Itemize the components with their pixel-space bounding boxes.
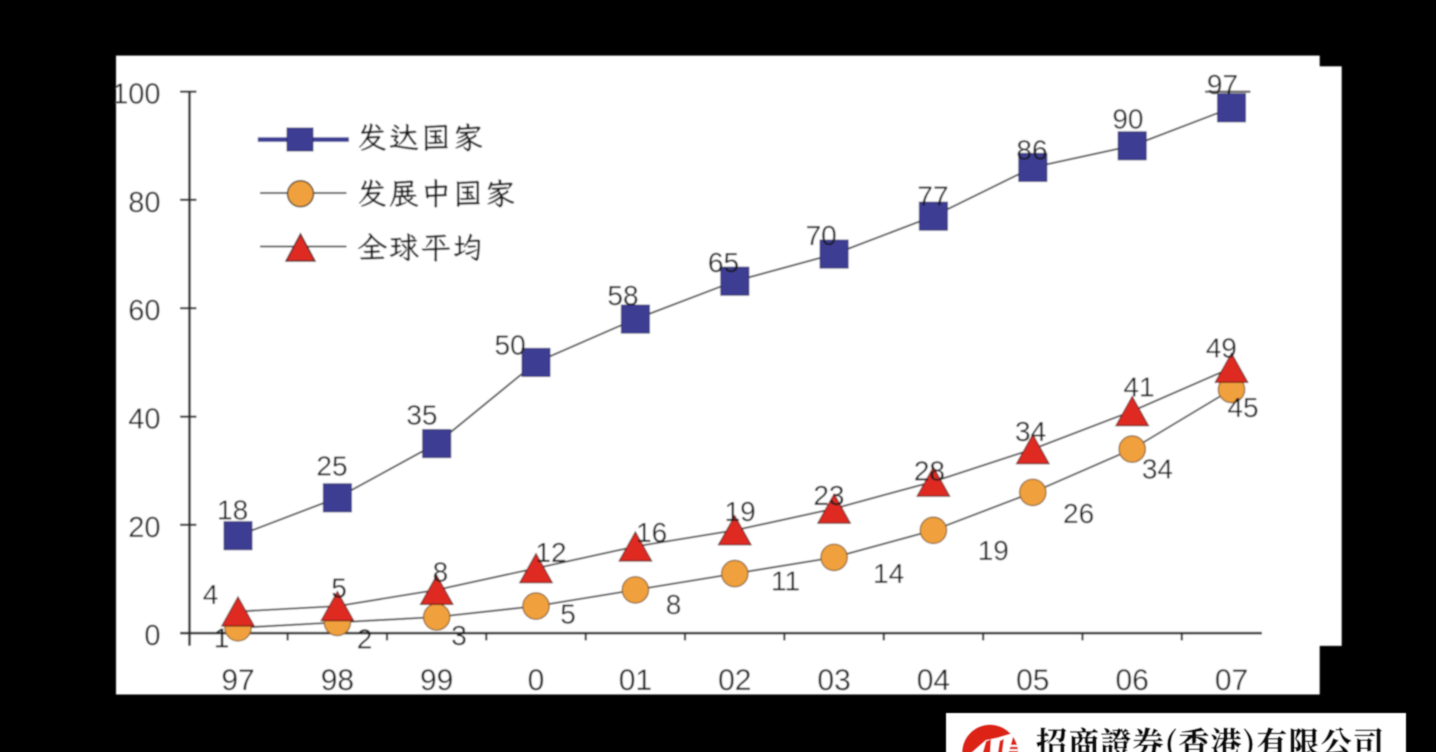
svg-text:34: 34 xyxy=(1015,416,1046,447)
svg-text:5: 5 xyxy=(331,573,347,604)
svg-text:45: 45 xyxy=(1227,392,1258,423)
svg-text:41: 41 xyxy=(1123,372,1154,403)
svg-text:35: 35 xyxy=(406,399,437,430)
svg-text:01: 01 xyxy=(619,664,652,697)
svg-text:02: 02 xyxy=(718,664,751,697)
svg-text:1: 1 xyxy=(214,623,230,654)
svg-text:04: 04 xyxy=(917,664,950,697)
svg-text:65: 65 xyxy=(708,247,739,278)
svg-text:16: 16 xyxy=(636,517,667,548)
svg-text:60: 60 xyxy=(128,295,160,327)
svg-text:40: 40 xyxy=(128,404,160,436)
svg-text:99: 99 xyxy=(420,664,453,697)
svg-text:97: 97 xyxy=(221,664,254,697)
svg-text:86: 86 xyxy=(1016,135,1047,166)
svg-text:4: 4 xyxy=(203,579,219,610)
svg-text:3: 3 xyxy=(451,620,467,651)
svg-text:23: 23 xyxy=(813,480,844,511)
svg-text:34: 34 xyxy=(1142,454,1173,485)
svg-text:19: 19 xyxy=(725,496,756,527)
svg-text:0: 0 xyxy=(144,620,160,652)
svg-text:25: 25 xyxy=(316,451,347,482)
svg-text:12: 12 xyxy=(535,537,566,568)
svg-text:50: 50 xyxy=(495,330,526,361)
svg-text:90: 90 xyxy=(1112,103,1143,134)
svg-text:0: 0 xyxy=(528,664,545,697)
svg-text:8: 8 xyxy=(433,557,449,588)
svg-text:20: 20 xyxy=(128,512,160,544)
svg-text:2: 2 xyxy=(357,624,373,655)
svg-text:58: 58 xyxy=(607,280,638,311)
svg-text:70: 70 xyxy=(806,220,837,251)
svg-text:26: 26 xyxy=(1063,498,1094,529)
svg-text:8: 8 xyxy=(666,589,682,620)
svg-text:05: 05 xyxy=(1016,664,1049,697)
svg-text:19: 19 xyxy=(978,535,1009,566)
svg-text:11: 11 xyxy=(771,565,800,596)
svg-text:49: 49 xyxy=(1206,332,1237,363)
svg-text:97: 97 xyxy=(1207,69,1238,100)
svg-text:14: 14 xyxy=(873,558,904,589)
svg-text:06: 06 xyxy=(1116,664,1149,697)
svg-text:18: 18 xyxy=(217,495,248,526)
svg-text:5: 5 xyxy=(560,599,576,630)
svg-text:80: 80 xyxy=(128,187,160,219)
svg-text:98: 98 xyxy=(321,664,354,697)
svg-text:28: 28 xyxy=(914,455,945,486)
svg-text:77: 77 xyxy=(917,180,948,211)
svg-text:07: 07 xyxy=(1215,664,1248,697)
svg-text:03: 03 xyxy=(817,664,850,697)
svg-text:100: 100 xyxy=(112,79,160,111)
